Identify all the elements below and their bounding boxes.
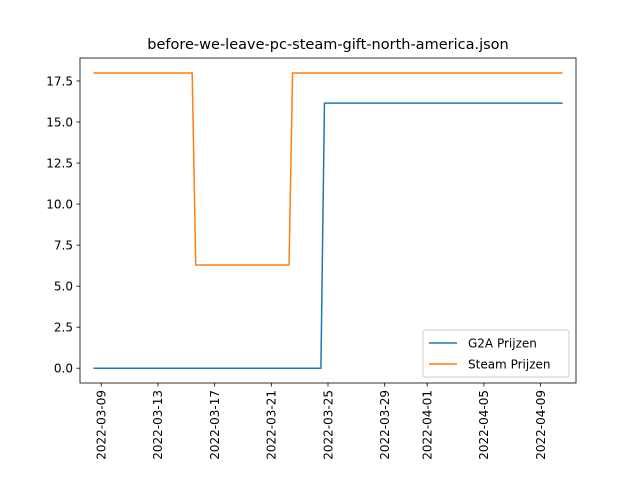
legend-label-steam: Steam Prijzen [468,358,550,372]
x-tick-label: 2022-03-09 [95,390,109,460]
legend-label-g2a: G2A Prijzen [468,337,537,351]
x-tick-label: 2022-04-09 [534,390,548,460]
x-tick-label: 2022-04-01 [421,390,435,460]
y-axis: 0.0 2.5 5.0 7.5 10.0 12.5 15.0 17.5 [46,74,80,376]
series-line-1 [93,72,563,266]
series-line-0 [93,102,563,369]
y-tick-label: 5.0 [54,279,73,293]
y-tick-label: 12.5 [46,156,73,170]
y-tick-label: 10.0 [46,197,73,211]
y-tick-label: 15.0 [46,115,73,129]
y-tick-label: 2.5 [54,320,73,334]
x-tick-label: 2022-03-25 [321,390,335,460]
y-tick-label: 17.5 [46,74,73,88]
plot-lines [93,72,563,369]
y-tick-label: 0.0 [54,362,73,376]
x-tick-label: 2022-03-13 [151,390,165,460]
x-tick-label: 2022-03-21 [265,390,279,460]
x-axis: 2022-03-09 2022-03-13 2022-03-17 2022-03-21… [95,383,548,460]
chart-title: before-we-leave-pc-steam-gift-north-amer… [147,37,508,53]
x-tick-label: 2022-03-17 [208,390,222,460]
x-tick-label: 2022-04-05 [477,390,491,460]
legend: G2A Prijzen Steam Prijzen [422,329,570,378]
y-tick-label: 7.5 [54,238,73,252]
legend-box [422,329,570,378]
x-tick-label: 2022-03-29 [378,390,392,460]
